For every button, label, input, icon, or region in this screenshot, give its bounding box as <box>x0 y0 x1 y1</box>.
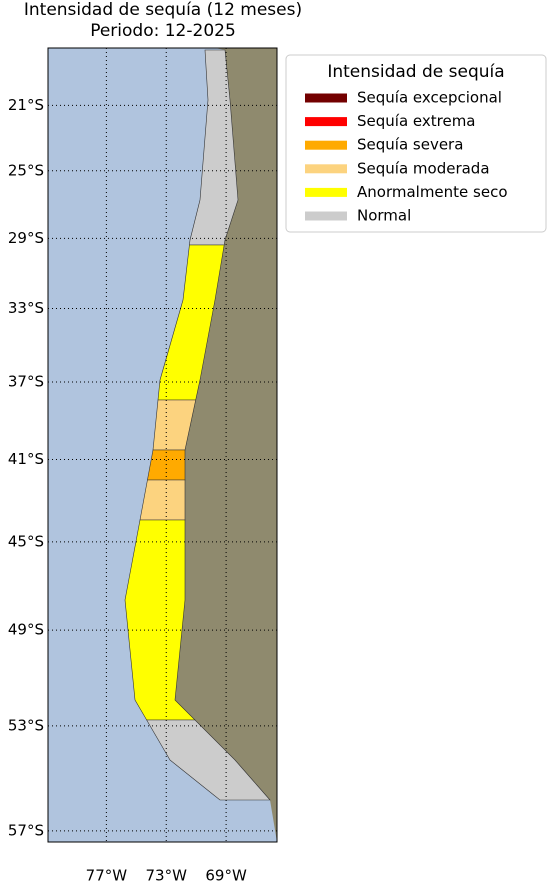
lat-tick-label: 41°S <box>8 450 44 468</box>
legend-swatch <box>305 211 347 221</box>
lon-tick-label: 77°W <box>86 867 128 883</box>
lat-tick-label: 45°S <box>8 532 44 550</box>
legend-swatch <box>305 117 347 127</box>
legend-swatch <box>305 164 347 174</box>
land-east <box>175 48 277 842</box>
title: Intensidad de sequía (12 meses) <box>24 0 302 20</box>
legend-label: Normal <box>357 207 411 225</box>
legend-swatch <box>305 187 347 197</box>
subtitle: Periodo: 12-2025 <box>90 21 236 41</box>
legend-label: Anormalmente seco <box>357 183 508 201</box>
legend-swatch <box>305 93 347 103</box>
region <box>139 479 186 521</box>
map-frame <box>47 47 278 843</box>
legend-label: Sequía extrema <box>357 112 476 130</box>
legend-box <box>285 54 547 233</box>
lat-tick-label: 25°S <box>8 161 44 179</box>
region <box>146 719 271 801</box>
lat-tick-label: 29°S <box>8 229 44 247</box>
legend-swatch <box>305 140 347 150</box>
lon-tick-label: 73°W <box>146 867 188 883</box>
lon-tick-label: 69°W <box>205 867 247 883</box>
lat-tick-label: 57°S <box>8 821 44 839</box>
legend-label: Sequía excepcional <box>357 89 502 107</box>
lat-tick-label: 33°S <box>8 299 44 317</box>
legend-label: Sequía severa <box>357 136 463 154</box>
legend-title: Intensidad de sequía <box>327 62 504 82</box>
legend-label: Sequía moderada <box>357 159 490 177</box>
lat-tick-label: 49°S <box>8 621 44 639</box>
region <box>147 449 186 481</box>
lat-tick-label: 37°S <box>8 373 44 391</box>
lat-tick-label: 21°S <box>8 96 44 114</box>
lat-tick-label: 53°S <box>8 716 44 734</box>
